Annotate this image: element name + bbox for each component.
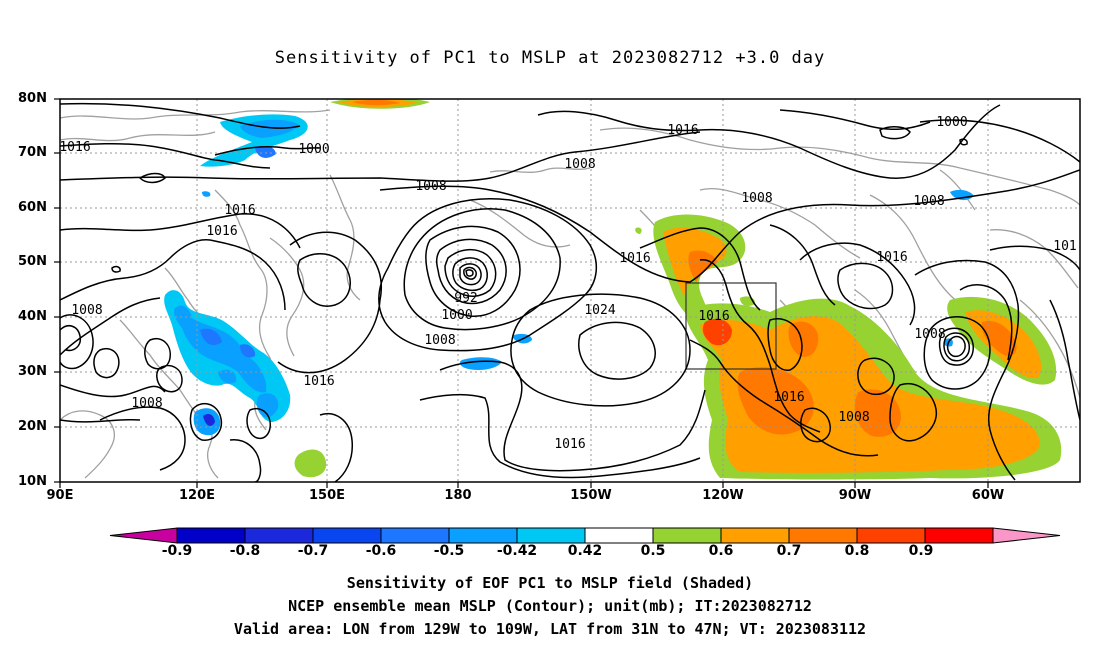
contour-labels: 1016 1000 1016 1000 1008 1008 1008 1008 … [59, 115, 1077, 452]
colorbar-segment [584, 527, 654, 544]
footer-line-valid-area: Valid area: LON from 129W to 109W, LAT f… [233, 620, 867, 638]
lon-label: 150E [308, 488, 346, 503]
contour-label: 1008 [913, 194, 944, 209]
lat-label: 70N [18, 145, 47, 160]
contour-label: 1016 [59, 140, 90, 155]
colorbar-label: 0.8 [844, 543, 870, 559]
lon-label: 90W [838, 488, 872, 503]
grid-lines [60, 99, 1080, 482]
colorbar-segment [788, 527, 858, 544]
contour-label: 1016 [303, 374, 334, 389]
axis-ticks [54, 98, 989, 488]
lat-label: 50N [18, 254, 47, 269]
valid-area-box [685, 282, 777, 370]
contour-label: 1008 [424, 333, 455, 348]
colorbar [109, 527, 1061, 544]
lat-label: 40N [18, 309, 47, 324]
contour-label: 992 [454, 291, 477, 306]
colorbar-segment [856, 527, 926, 544]
lat-label: 60N [18, 200, 47, 215]
colorbar-label: 0.7 [776, 543, 802, 559]
colorbar-segment [448, 527, 518, 544]
map-title: Sensitivity of PC1 to MSLP at 2023082712… [274, 48, 826, 68]
colorbar-left-arrow [109, 527, 178, 544]
colorbar-segment [652, 527, 722, 544]
contour-label: 1008 [71, 303, 102, 318]
lon-label: 180 [444, 488, 472, 503]
contour-label: 1000 [441, 308, 472, 323]
footer-line-shading: Sensitivity of EOF PC1 to MSLP field (Sh… [346, 574, 754, 592]
colorbar-segment [720, 527, 790, 544]
colorbar-label: 0.42 [567, 543, 603, 559]
contour-label: 1008 [914, 327, 945, 342]
colorbar-segment [380, 527, 450, 544]
colorbar-label: -0.9 [161, 543, 193, 559]
contour-label: 1000 [298, 142, 329, 157]
mslp-contours [60, 102, 1080, 482]
contour-label: 1016 [876, 250, 907, 265]
lat-label: 20N [18, 419, 47, 434]
lat-label: 30N [18, 364, 47, 379]
colorbar-segment [244, 527, 314, 544]
contour-label: 1008 [838, 410, 869, 425]
contour-label: 1008 [564, 157, 595, 172]
map-frame [59, 98, 1081, 483]
lat-label: 80N [18, 91, 47, 106]
colorbar-segment [924, 527, 994, 544]
colorbar-right-arrow [992, 527, 1061, 544]
colorbar-label: -0.6 [365, 543, 397, 559]
colorbar-label: 0.5 [640, 543, 666, 559]
lon-label: 120W [702, 488, 744, 503]
positive-sensitivity-shading [294, 99, 1062, 480]
contour-label: 1016 [554, 437, 585, 452]
colorbar-label: -0.5 [433, 543, 465, 559]
contour-label: 1000 [936, 115, 967, 130]
colorbar-segment [516, 527, 586, 544]
lon-label: 120E [178, 488, 216, 503]
contour-label: 101 [1053, 239, 1076, 254]
contour-label: 1016 [206, 224, 237, 239]
contour-label: 1016 [667, 123, 698, 138]
lon-label: 90E [46, 488, 74, 503]
colorbar-label: -0.8 [229, 543, 261, 559]
contour-label: 1016 [773, 390, 804, 405]
contour-label: 1016 [224, 203, 255, 218]
colorbar-segment [176, 527, 246, 544]
contour-label: 1008 [741, 191, 772, 206]
contour-label: 1008 [131, 396, 162, 411]
contour-label: 1016 [698, 309, 729, 324]
colorbar-label: -0.7 [297, 543, 329, 559]
contour-label: 1008 [415, 179, 446, 194]
colorbar-label: 0.6 [708, 543, 734, 559]
contour-label: 1016 [619, 251, 650, 266]
footer-line-contour: NCEP ensemble mean MSLP (Contour); unit(… [288, 597, 812, 615]
lon-label: 150W [570, 488, 612, 503]
lon-label: 60W [971, 488, 1005, 503]
lat-label: 10N [18, 474, 47, 489]
contour-label: 1024 [584, 303, 615, 318]
negative-sensitivity-shading [164, 114, 974, 436]
colorbar-label: -0.42 [496, 543, 538, 559]
colorbar-segment [312, 527, 382, 544]
colorbar-label: 0.9 [908, 543, 934, 559]
